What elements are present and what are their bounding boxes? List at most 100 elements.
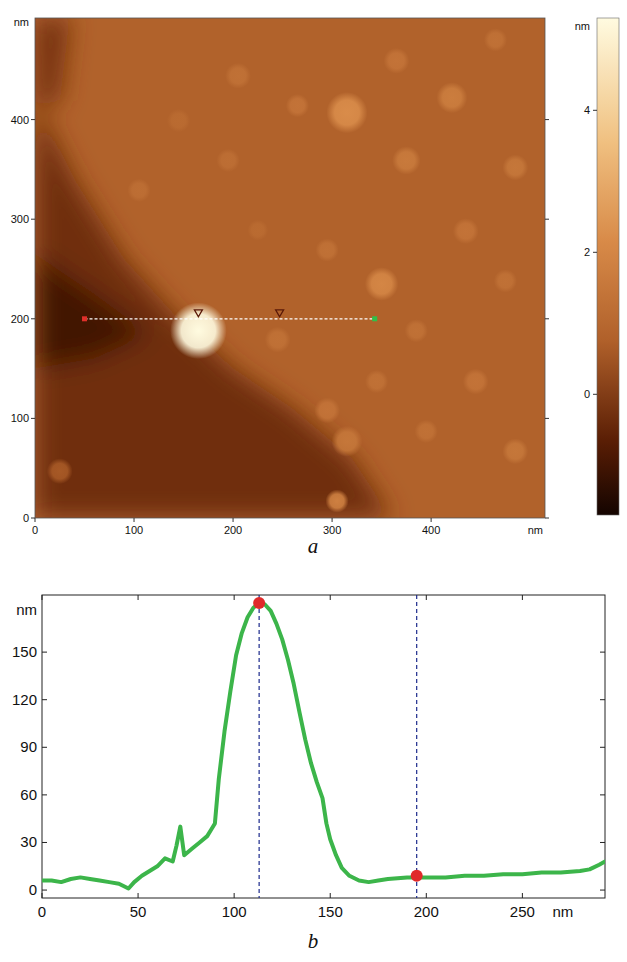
x-tick xyxy=(330,893,331,898)
x-tick-label: 150 xyxy=(318,903,343,920)
surface-feature xyxy=(265,327,291,353)
profile-marker xyxy=(276,310,284,317)
x-tick-label: 400 xyxy=(422,524,440,536)
surface-feature xyxy=(365,267,398,300)
panel-letter: b xyxy=(308,929,319,953)
surface-feature xyxy=(225,63,251,89)
surface-feature xyxy=(415,420,438,443)
x-tick xyxy=(431,518,432,522)
surface-feature xyxy=(127,179,150,202)
colorbar-tick-label: 4 xyxy=(584,104,590,116)
surface-feature xyxy=(453,218,479,244)
y-tick-label: 60 xyxy=(20,786,37,803)
x-tick-top xyxy=(522,595,523,600)
profile-curve xyxy=(42,603,605,889)
surface-feature xyxy=(484,28,507,51)
surface-feature xyxy=(502,155,528,181)
surface-feature xyxy=(167,109,190,132)
y-tick xyxy=(42,842,47,843)
surface-feature xyxy=(325,489,348,512)
x-tick xyxy=(234,893,235,898)
x-tick xyxy=(134,518,135,522)
y-tick xyxy=(31,219,35,220)
y-tick-label: 400 xyxy=(11,114,29,126)
y-unit: nm xyxy=(14,16,29,28)
cursor-line xyxy=(416,595,417,898)
y-tick-right xyxy=(600,842,605,843)
surface-feature xyxy=(494,269,517,292)
y-tick-label: 120 xyxy=(12,691,37,708)
figure-svg: 0 100 200 300 400 0 100 200 300 400 nm nm 0 2 4 nm a 0 30 6… xyxy=(0,0,627,962)
profile-end xyxy=(372,316,377,321)
afm-image xyxy=(35,18,545,518)
y-tick xyxy=(42,652,47,653)
y-tick-right xyxy=(545,219,549,220)
x-tick-label: 200 xyxy=(414,903,439,920)
colorbar-tick-label: 2 xyxy=(584,246,590,258)
terrace xyxy=(35,254,149,369)
surface-feature xyxy=(326,92,367,133)
y-tick-right xyxy=(545,318,549,319)
surface-feature xyxy=(436,82,467,113)
surface-feature xyxy=(217,149,240,172)
y-tick-label: 150 xyxy=(12,643,37,660)
profile-line xyxy=(85,318,375,319)
colorbar-tick xyxy=(593,394,597,395)
x-tick xyxy=(332,518,333,522)
y-tick-right xyxy=(600,747,605,748)
y-tick xyxy=(31,518,35,519)
cursor-point xyxy=(253,597,265,609)
y-tick xyxy=(31,418,35,419)
x-tick-label: 300 xyxy=(323,524,341,536)
surface-feature xyxy=(316,238,339,261)
x-tick xyxy=(42,893,43,898)
y-tick-right xyxy=(545,418,549,419)
y-tick xyxy=(42,890,47,891)
y-tick-label: 90 xyxy=(20,738,37,755)
x-unit: nm xyxy=(528,524,543,536)
x-tick-label: 100 xyxy=(222,903,247,920)
panel-letter: a xyxy=(308,534,319,558)
x-tick-top xyxy=(426,595,427,600)
surface-feature xyxy=(331,426,362,457)
surface-feature xyxy=(502,438,528,464)
y-tick-label: 0 xyxy=(29,881,37,898)
x-tick xyxy=(138,893,139,898)
x-tick-label: 0 xyxy=(38,903,46,920)
y-tick-label: 0 xyxy=(23,512,29,524)
y-tick-right xyxy=(545,518,549,519)
x-tick-top xyxy=(42,595,43,600)
y-tick-right xyxy=(600,699,605,700)
terrace xyxy=(35,18,70,110)
plot-frame xyxy=(42,595,605,898)
y-tick-label: 200 xyxy=(11,313,29,325)
profile-start xyxy=(82,316,87,321)
x-tick-label: 0 xyxy=(32,524,38,536)
colorbar xyxy=(597,18,619,515)
surface-feature xyxy=(286,94,309,117)
colorbar-tick-label: 0 xyxy=(584,388,590,400)
y-tick xyxy=(42,747,47,748)
figure: 0 100 200 300 400 0 100 200 300 400 nm nm 0 2 4 nm a 0 30 6… xyxy=(0,0,627,962)
surface-feature xyxy=(365,370,388,393)
y-tick xyxy=(42,699,47,700)
profile-marker xyxy=(194,310,202,317)
cursor-point xyxy=(411,870,423,882)
y-tick-label: 30 xyxy=(20,833,37,850)
y-tick-right xyxy=(600,890,605,891)
y-tick xyxy=(31,119,35,120)
colorbar-tick xyxy=(593,252,597,253)
y-tick-label: 300 xyxy=(11,213,29,225)
surface-feature xyxy=(463,369,489,395)
x-tick-label: 100 xyxy=(125,524,143,536)
x-unit: nm xyxy=(552,903,573,920)
y-unit: nm xyxy=(16,601,37,618)
image-frame xyxy=(35,18,545,518)
terrace xyxy=(35,100,392,518)
surface-feature xyxy=(170,302,227,359)
y-tick-label: 100 xyxy=(11,412,29,424)
x-tick-label: 250 xyxy=(510,903,535,920)
terraces xyxy=(35,18,392,518)
y-tick-right xyxy=(600,794,605,795)
colorbar-unit: nm xyxy=(575,20,590,32)
